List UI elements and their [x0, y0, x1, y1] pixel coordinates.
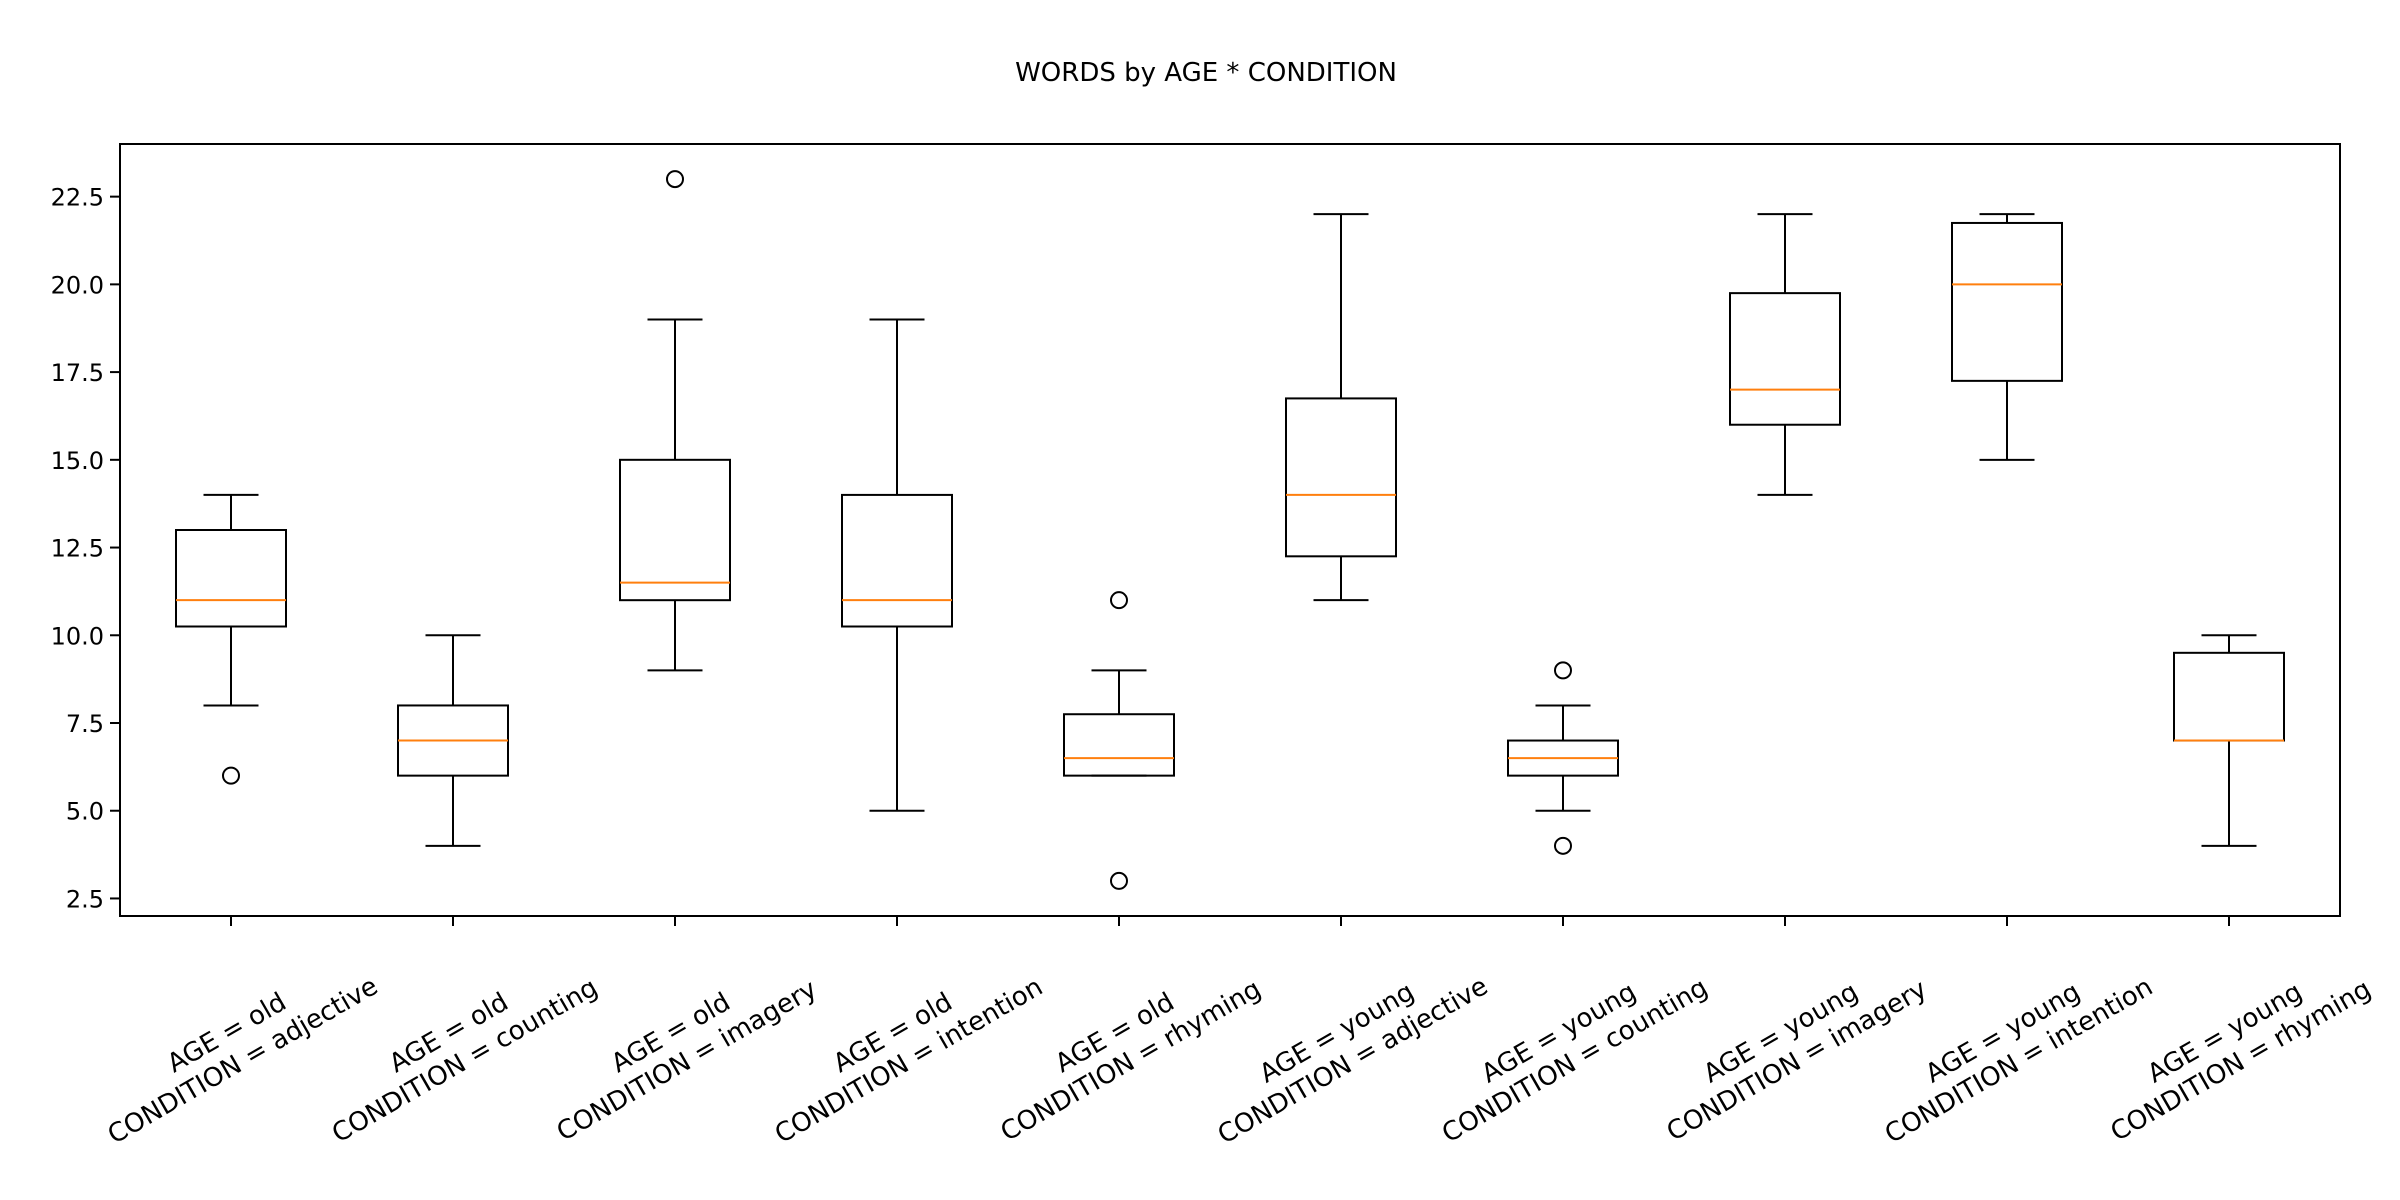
iqr-box: [841, 493, 953, 628]
box-group: [175, 493, 287, 785]
y-tick-label: 20.0: [51, 271, 104, 299]
y-tick-label: 10.0: [51, 622, 104, 650]
x-tick-label: AGE = youngCONDITION = rhyming: [2090, 946, 2377, 1147]
y-tick-label: 15.0: [51, 447, 104, 475]
outlier-point: [222, 766, 240, 785]
outlier-point: [666, 170, 684, 189]
iqr-box: [2173, 651, 2285, 742]
outlier-point: [1554, 661, 1572, 680]
y-tick-label: 7.5: [66, 710, 104, 738]
iqr-box: [1063, 713, 1175, 777]
x-axis: AGE = oldCONDITION = adjective AGE = oldC…: [103, 916, 2377, 1150]
box-group: [2173, 634, 2285, 847]
box-group: [1285, 213, 1397, 602]
box-group: [619, 170, 731, 672]
y-tick-label: 5.0: [66, 798, 104, 826]
x-tick-label: AGE = oldCONDITION = imagery: [536, 947, 822, 1148]
iqr-box: [1729, 292, 1841, 426]
y-tick-label: 12.5: [51, 535, 104, 563]
y-axis: 2.5 5.0 7.5 10.0 12.5 15.0 17.5 20.0 22.5: [51, 184, 120, 913]
iqr-box: [619, 458, 731, 602]
y-tick-label: 2.5: [66, 885, 104, 913]
iqr-box: [175, 529, 287, 628]
plot-area-frame: [119, 143, 2341, 917]
box-group: [1729, 213, 1841, 496]
iqr-box: [1285, 397, 1397, 558]
box-series: [175, 170, 2285, 890]
box-group: [1063, 591, 1175, 890]
y-tick-label: 17.5: [51, 359, 104, 387]
x-tick-label: AGE = youngCONDITION = imagery: [1646, 947, 1932, 1148]
outlier-point: [1110, 591, 1128, 610]
chart-title: WORDS by AGE * CONDITION: [1015, 58, 1397, 88]
outlier-point: [1110, 871, 1128, 890]
outlier-point: [1554, 836, 1572, 855]
iqr-box: [1951, 221, 2063, 382]
box-group: [841, 318, 953, 812]
box-group: [1951, 213, 2063, 461]
box-group: [397, 634, 509, 847]
box-group: [1507, 661, 1619, 855]
y-tick-label: 22.5: [51, 184, 104, 212]
